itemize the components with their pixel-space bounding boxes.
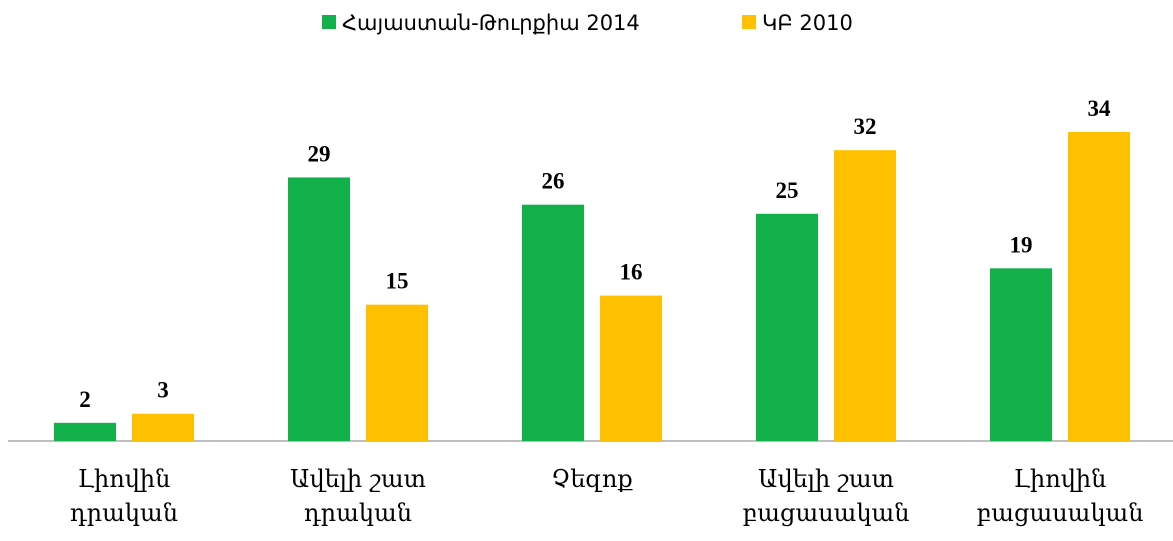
legend-swatch: [322, 15, 336, 29]
value-label: 19: [1010, 232, 1033, 257]
x-tick-label: Չեզոք: [551, 465, 633, 493]
value-label: 32: [854, 114, 877, 139]
value-label: 16: [620, 260, 643, 285]
bar: [990, 268, 1052, 441]
legend-label: ԿԲ 2010: [762, 11, 853, 35]
legend-label: Հայաստան-Թուրքիա 2014: [342, 11, 640, 35]
x-tick-label: Լիովին բացասական: [976, 465, 1144, 527]
value-label: 2: [79, 387, 91, 412]
legend-swatch: [742, 15, 756, 29]
bar: [288, 177, 350, 442]
bar: [1068, 132, 1130, 441]
bar: [756, 213, 818, 441]
bar: [366, 304, 428, 441]
bar: [522, 204, 584, 441]
x-tick-label: Ավելի շատ բացասական: [742, 465, 910, 527]
value-label: 26: [542, 169, 565, 194]
bar: [600, 295, 662, 441]
bar: [54, 422, 116, 441]
value-label: 25: [776, 178, 799, 203]
value-label: 34: [1088, 96, 1112, 121]
x-tick-label: Լիովին դրական: [69, 465, 178, 527]
bar: [834, 150, 896, 442]
value-label: 29: [308, 141, 331, 166]
x-tick-label: Ավելի շատ դրական: [290, 465, 426, 527]
value-label: 15: [386, 269, 409, 294]
value-label: 3: [157, 378, 169, 403]
bar: [132, 413, 194, 441]
